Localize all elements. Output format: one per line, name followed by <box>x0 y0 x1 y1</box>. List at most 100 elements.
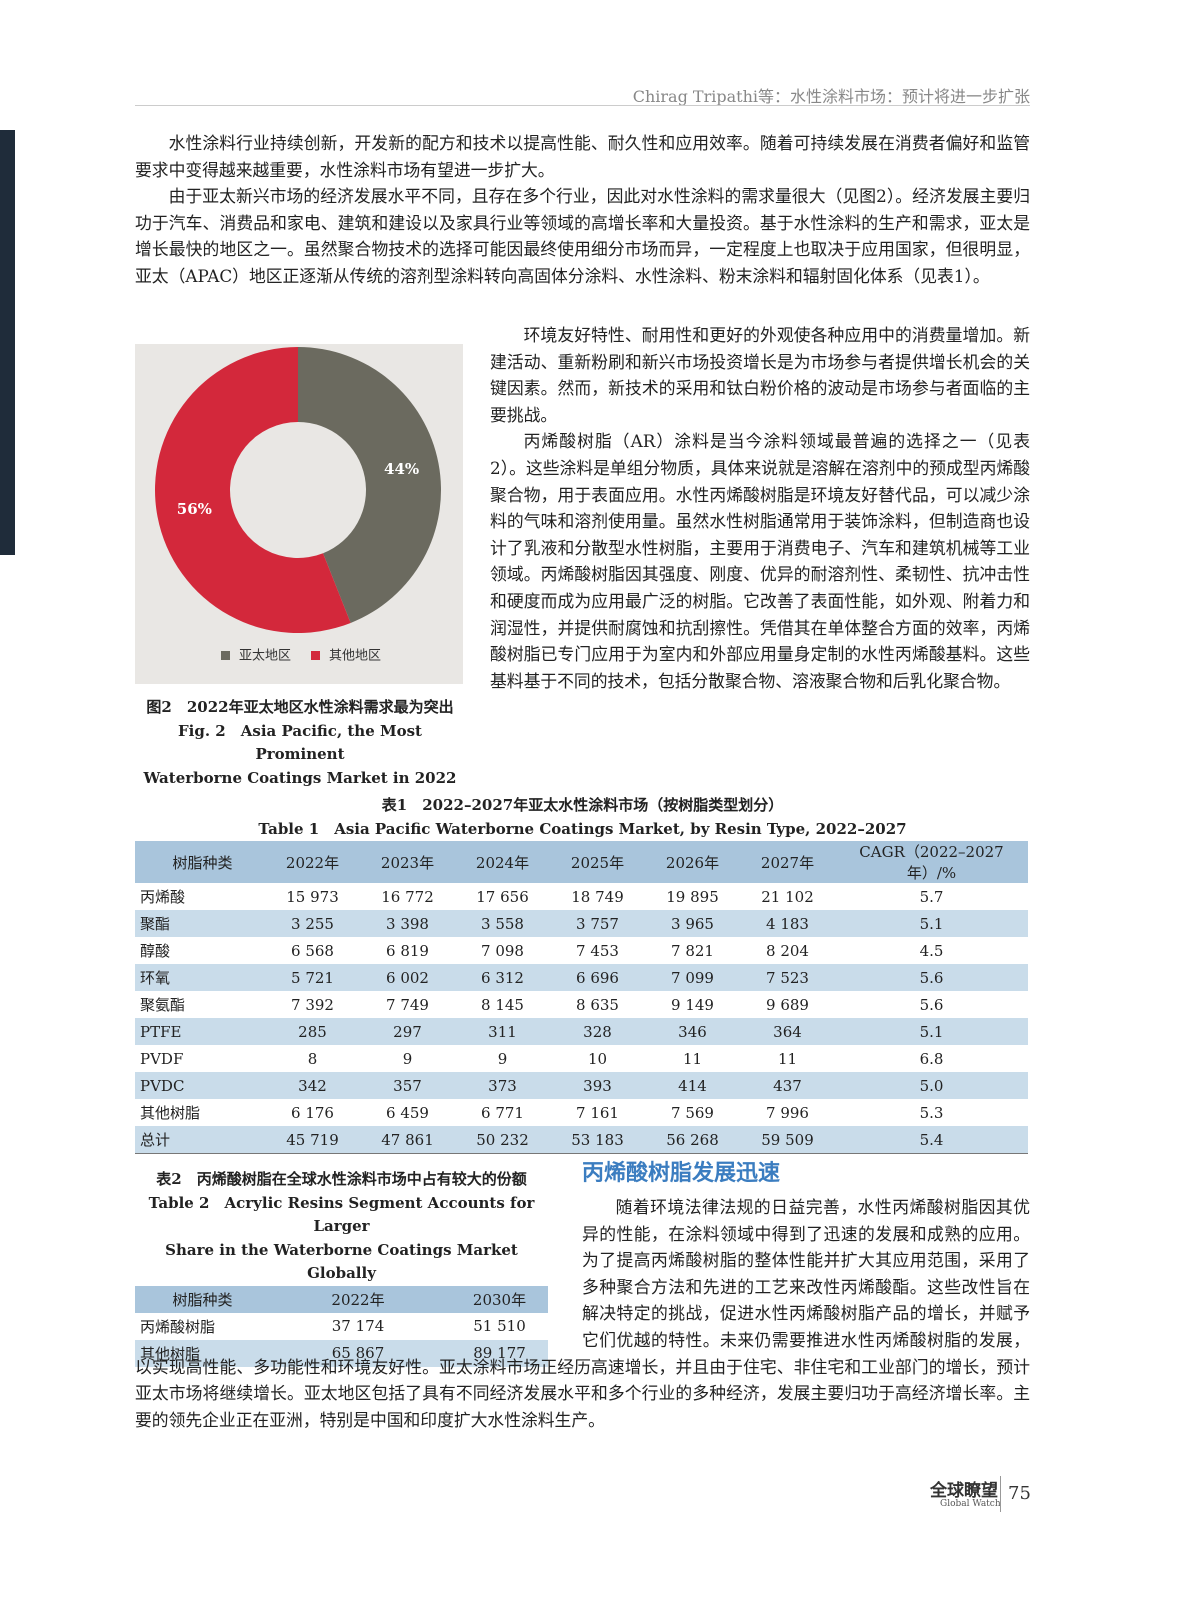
cell: 328 <box>550 1018 645 1045</box>
cell: 聚酯 <box>135 910 265 937</box>
cell: 47 861 <box>360 1126 455 1154</box>
cell: 56 268 <box>645 1126 740 1154</box>
side-bar <box>0 130 15 555</box>
cell: 丙烯酸 <box>140 888 186 906</box>
cell: 5.1 <box>835 1018 1028 1045</box>
header-cell: 2025年 <box>550 841 645 883</box>
row: 醇酸 6 568 6 819 7 098 7 453 7 821 8 204 4.5 <box>135 937 1028 964</box>
table: 树脂种类 2022年 2023年 2024年 2025年 2026年 2027年 CAGR（2… <box>135 841 1028 1154</box>
data-label: 56% <box>177 500 212 518</box>
cell: PVDF <box>140 1049 184 1068</box>
cell: 5.0 <box>835 1072 1028 1099</box>
cell: 10 <box>587 1049 608 1068</box>
row: 丙烯酸 15 973 16 772 17 656 18 749 19 895 21 102 5… <box>135 883 1028 910</box>
cell: 5.6 <box>919 995 944 1014</box>
cell: 357 <box>360 1072 455 1099</box>
cell: 17 656 <box>476 887 529 906</box>
page-number: 75 <box>1008 1483 1031 1504</box>
cell: 丙烯酸树脂 <box>140 1317 216 1336</box>
cell: 6.8 <box>919 1049 944 1068</box>
header-cell: 2027年 <box>740 841 835 883</box>
cell: 16 772 <box>381 887 434 906</box>
cell: 342 <box>265 1072 360 1099</box>
cell: 6 002 <box>360 964 455 991</box>
cell: 3 965 <box>645 910 740 937</box>
cell: 6 819 <box>386 941 429 960</box>
header-cell: 树脂种类 <box>135 1285 265 1313</box>
cell: 4.5 <box>919 941 944 960</box>
cell: 59 509 <box>740 1126 835 1154</box>
paragraph: 水性涂料行业持续创新，开发新的配方和技术以提高性能、耐久性和应用效率。随着可持续… <box>135 133 1030 180</box>
header-cell: 2030年 <box>451 1285 548 1313</box>
cell: 414 <box>645 1072 740 1099</box>
row: 聚酯 3 255 3 398 3 558 3 757 3 965 4 183 5.1 <box>135 910 1028 937</box>
cell: 346 <box>645 1018 740 1045</box>
donut-segment <box>155 347 351 633</box>
cell: 7 392 <box>291 995 334 1014</box>
cell: 53 183 <box>550 1126 645 1154</box>
cell: 5 721 <box>265 964 360 991</box>
header-cell: 2022年 <box>265 1285 451 1313</box>
table: 树脂种类 2022年 2030年 丙烯酸树脂 37 174 51 510 其他树脂 65 86… <box>135 1285 548 1367</box>
cell: 11 <box>777 1049 798 1068</box>
cell: 393 <box>550 1072 645 1099</box>
cell: 21 102 <box>761 887 814 906</box>
row: 总计 45 719 47 861 50 232 53 183 56 268 59 509 5.… <box>135 1126 1028 1154</box>
legend-swatch <box>311 651 320 660</box>
cell: 6 568 <box>291 941 334 960</box>
cell: 8 204 <box>766 941 809 960</box>
cell: 45 719 <box>265 1126 360 1154</box>
cell: 19 895 <box>666 887 719 906</box>
cell: PTFE <box>135 1018 265 1045</box>
cell: PVDC <box>135 1072 265 1099</box>
table2-block: 表2 丙烯酸树脂在全球水性涂料市场中占有较大的份额 Table 2 Acryli… <box>135 1160 548 1367</box>
row: PTFE 285 297 311 328 346 364 5.1 <box>135 1018 1028 1045</box>
cell: 3 255 <box>265 910 360 937</box>
header-cell: 2026年 <box>645 841 740 883</box>
paragraph: 丙烯酸树脂（AR）涂料是当今涂料领域最普遍的选择之一（见表2）。这些涂料是单组分… <box>490 431 1030 691</box>
header-row: 树脂种类 2022年 2030年 <box>135 1285 548 1313</box>
cell: 285 <box>265 1018 360 1045</box>
cell: 7 569 <box>671 1103 714 1122</box>
cell: 15 973 <box>286 887 339 906</box>
paragraph: 由于亚太新兴市场的经济发展水平不同，且存在多个行业，因此对水性涂料的需求量很大（… <box>135 186 1030 286</box>
row: PVDF 8 9 9 10 11 11 6.8 <box>135 1045 1028 1072</box>
cell: 18 749 <box>571 887 624 906</box>
cell: 3 757 <box>550 910 645 937</box>
cell: 总计 <box>135 1126 265 1154</box>
cell: 65 867 <box>265 1339 451 1367</box>
header-cell: CAGR（2022–2027年）/% <box>835 841 1028 883</box>
table-title: Share in the Waterborne Coatings Market … <box>165 1240 518 1283</box>
table-title: 表1 2022–2027年亚太水性涂料市场（按树脂类型划分） <box>381 796 784 814</box>
legend-swatch <box>221 651 230 660</box>
cell: 3 558 <box>455 910 550 937</box>
cell: 37 174 <box>331 1317 385 1335</box>
footer-journal-en: Global Watch <box>940 1499 1001 1509</box>
cell: 7 749 <box>386 995 429 1014</box>
donut-chart: 44% 56% 亚太地区 其他地区 <box>135 344 463 684</box>
cell: 50 232 <box>455 1126 550 1154</box>
header-row: 树脂种类 2022年 2023年 2024年 2025年 2026年 2027年 CAGR（2… <box>135 841 1028 883</box>
figure: 44% 56% 亚太地区 其他地区 图2 2022年亚太地区水性涂料需求最为突出 Fi… <box>135 344 465 790</box>
row: PVDC 342 357 373 393 414 437 5.0 <box>135 1072 1028 1099</box>
cell: 11 <box>682 1049 703 1068</box>
cell: 9 <box>402 1049 413 1068</box>
running-title: Chirag Tripathi等：水性涂料市场：预计将进一步扩张 <box>632 87 1030 106</box>
cell: 其他树脂 <box>135 1339 265 1367</box>
right-column: 环境友好特性、耐用性和更好的外观使各种应用中的消费量增加。新建活动、重新粉刷和新… <box>490 322 1030 694</box>
paragraph: 环境友好特性、耐用性和更好的外观使各种应用中的消费量增加。新建活动、重新粉刷和新… <box>490 325 1030 425</box>
header-cell: 2023年 <box>360 841 455 883</box>
data-label: 44% <box>384 460 419 478</box>
cell: 6 176 <box>291 1103 334 1122</box>
cell: 7 996 <box>766 1103 809 1122</box>
cell: 7 098 <box>481 941 524 960</box>
cell: 89 177 <box>451 1339 548 1367</box>
cell: 4 183 <box>740 910 835 937</box>
legend-label: 亚太地区 <box>239 649 291 664</box>
cell: 297 <box>360 1018 455 1045</box>
intro: 水性涂料行业持续创新，开发新的配方和技术以提高性能、耐久性和应用效率。随着可持续… <box>135 130 1030 290</box>
row: 环氧 5 721 6 002 6 312 6 696 7 099 7 523 5.6 <box>135 964 1028 991</box>
cell: 聚氨酯 <box>140 996 186 1014</box>
section: 表2 丙烯酸树脂在全球水性涂料市场中占有较大的份额 Table 2 Acryli… <box>135 1160 1030 1433</box>
